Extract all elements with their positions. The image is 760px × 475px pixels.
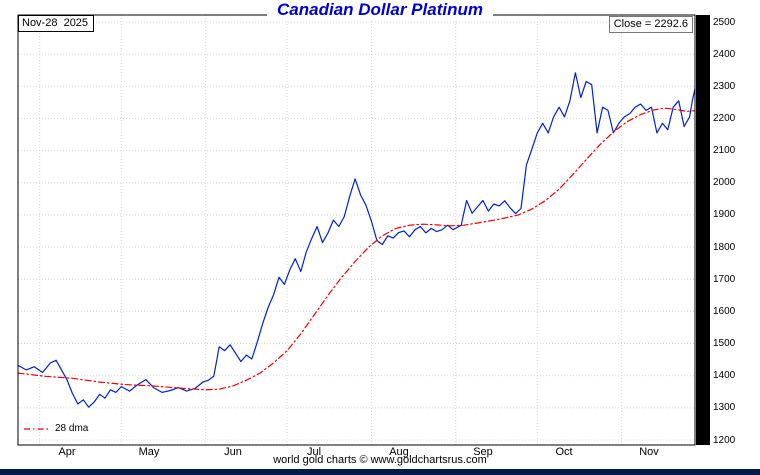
- legend-28dma: 28 dma: [24, 423, 88, 434]
- x-axis-label: May: [138, 446, 160, 458]
- y-axis-label: 2500: [713, 17, 736, 28]
- y-axis-label: 2200: [713, 113, 736, 124]
- x-axis-label: Jul: [306, 446, 322, 458]
- legend-dashdot-line-icon: [24, 427, 50, 430]
- chart-title: Canadian Dollar Platinum: [267, 0, 493, 20]
- footer-credit: world gold charts © www.goldchartsrus.co…: [273, 454, 487, 466]
- x-axis-label: Aug: [389, 446, 409, 458]
- y-axis-label: 1900: [713, 209, 736, 220]
- y-axis-label: 1800: [713, 242, 736, 253]
- x-axis-label: Apr: [58, 446, 76, 458]
- x-axis-label: Jun: [224, 446, 242, 458]
- date-label: Nov-28 2025: [18, 15, 95, 32]
- y-axis-label: 1700: [713, 274, 736, 285]
- y-axis-label: 2000: [713, 177, 736, 188]
- y-axis-label: 1600: [713, 306, 736, 317]
- y-axis-label: 1300: [713, 402, 736, 413]
- series-line-28dma: [17, 107, 696, 391]
- y-axis-label: 2100: [713, 145, 736, 156]
- series-line-price: [17, 72, 696, 408]
- y-axis-label: 1400: [713, 370, 736, 381]
- right-axis-strip: [696, 15, 710, 445]
- close-value-label: Close = 2292.6: [608, 16, 693, 33]
- x-axis-label: Oct: [555, 446, 573, 458]
- y-axis-label: 2400: [713, 49, 736, 60]
- y-axis-label: 1500: [713, 338, 736, 349]
- x-axis-label: Sep: [473, 446, 493, 458]
- plot-border: [17, 14, 696, 446]
- y-axis-label: 1200: [713, 435, 736, 446]
- bottom-accent-bar: [0, 469, 760, 475]
- legend-label: 28 dma: [55, 423, 89, 434]
- x-axis-label: Nov: [639, 446, 659, 458]
- y-axis-label: 2300: [713, 81, 736, 92]
